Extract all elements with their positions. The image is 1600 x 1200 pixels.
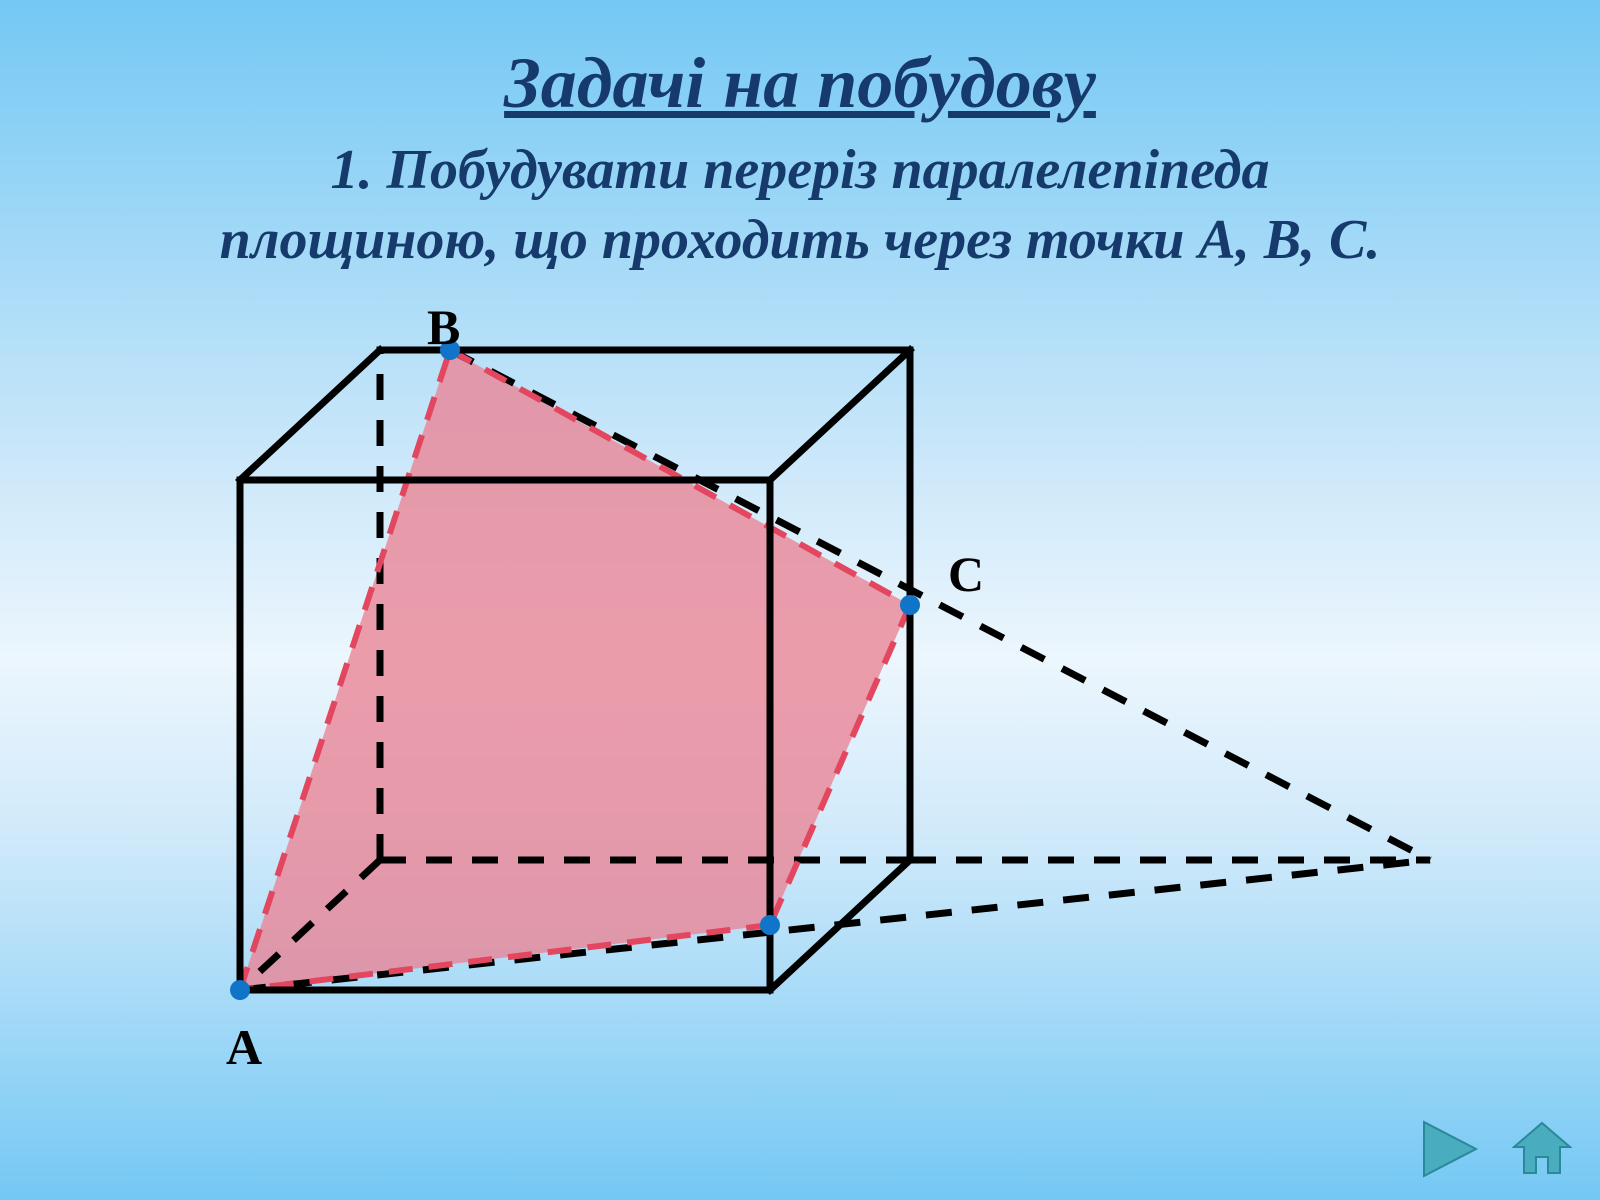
nav-controls xyxy=(1418,1118,1572,1180)
slide-subtitle: 1. Побудувати переріз паралелепіпеда пло… xyxy=(0,135,1600,275)
label-a: A xyxy=(226,1018,262,1076)
home-button[interactable] xyxy=(1512,1121,1572,1177)
next-slide-button[interactable] xyxy=(1418,1118,1480,1180)
slide-title: Задачі на побудову xyxy=(0,42,1600,125)
point-a xyxy=(230,980,250,1000)
home-icon xyxy=(1512,1121,1572,1177)
play-icon xyxy=(1418,1118,1480,1180)
point-d xyxy=(760,915,780,935)
label-c: C xyxy=(948,545,984,603)
label-b: B xyxy=(427,298,460,356)
slide: { "title": "Задачі на побудову", "subtit… xyxy=(0,0,1600,1200)
geometry-diagram xyxy=(140,300,1480,1100)
subtitle-line-1: 1. Побудувати переріз паралелепіпеда xyxy=(331,139,1270,201)
subtitle-line-2: площиною, що проходить через точки A, B,… xyxy=(220,209,1381,271)
point-c xyxy=(900,595,920,615)
